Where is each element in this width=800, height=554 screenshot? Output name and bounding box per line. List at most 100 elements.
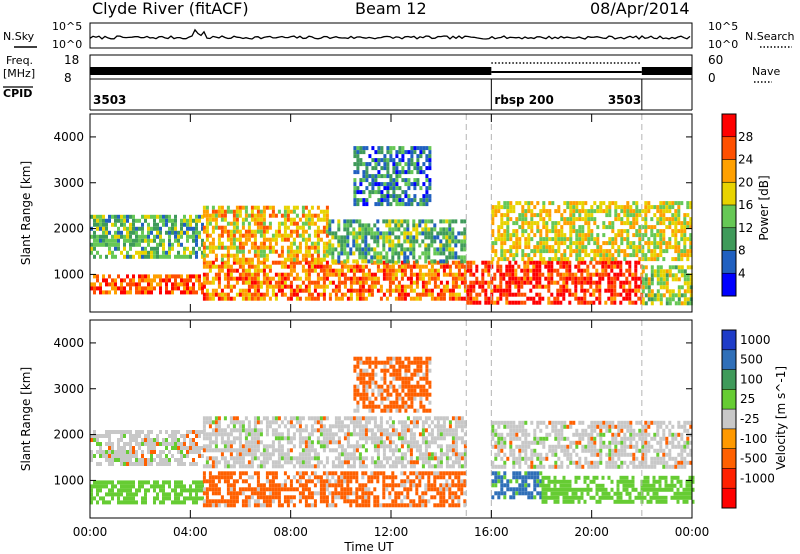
data-cell <box>286 436 290 441</box>
data-cell <box>205 260 209 265</box>
data-cell <box>307 249 311 254</box>
data-cell <box>592 288 596 293</box>
data-cell <box>580 280 584 285</box>
data-cell <box>153 480 156 485</box>
data-cell <box>626 217 630 222</box>
data-cell <box>430 219 434 224</box>
data-cell <box>524 217 528 222</box>
data-cell <box>644 253 648 258</box>
data-cell <box>557 221 561 226</box>
data-cell <box>238 487 242 492</box>
data-cell <box>563 241 567 246</box>
data-cell <box>436 292 440 297</box>
data-cell <box>271 245 275 250</box>
data-cell <box>126 290 129 295</box>
data-cell <box>220 456 224 461</box>
data-cell <box>292 205 296 210</box>
data-cell <box>406 227 410 232</box>
data-cell <box>340 464 344 469</box>
data-cell <box>425 146 429 151</box>
data-cell <box>442 416 446 421</box>
data-cell <box>406 239 410 244</box>
data-cell <box>686 289 690 294</box>
data-cell <box>496 300 500 305</box>
data-cell <box>517 300 521 305</box>
data-cell <box>391 499 395 504</box>
data-cell <box>174 238 177 243</box>
data-cell <box>602 241 606 246</box>
data-cell <box>198 246 201 251</box>
data-cell <box>192 246 195 251</box>
data-cell <box>397 251 401 256</box>
data-cell <box>111 480 114 485</box>
data-cell <box>96 480 99 485</box>
data-cell <box>319 440 323 445</box>
data-cell <box>132 484 135 489</box>
data-cell <box>156 242 159 247</box>
data-cell <box>365 166 369 171</box>
data-cell <box>205 495 209 500</box>
data-cell <box>265 452 269 457</box>
data-cell <box>607 280 611 285</box>
data-cell <box>223 225 227 230</box>
data-cell <box>250 440 254 445</box>
data-cell <box>205 253 209 258</box>
data-cell <box>650 293 654 298</box>
data-cell <box>671 245 675 250</box>
data-cell <box>135 242 138 247</box>
data-cell <box>141 254 144 259</box>
data-cell <box>244 479 248 484</box>
data-cell <box>355 219 359 224</box>
data-cell <box>334 292 338 297</box>
data-cell <box>162 254 165 259</box>
data-cell <box>256 280 260 285</box>
data-cell <box>674 265 678 270</box>
data-cell <box>238 456 242 461</box>
data-cell <box>644 205 648 210</box>
data-cell <box>132 214 135 219</box>
data-cell <box>135 458 138 462</box>
data-cell <box>232 491 236 496</box>
data-cell <box>574 276 578 281</box>
data-cell <box>493 284 497 289</box>
data-cell <box>635 249 639 254</box>
data-cell <box>340 460 344 465</box>
data-cell <box>428 158 432 163</box>
data-cell <box>502 276 506 281</box>
data-cell <box>361 292 365 297</box>
data-cell <box>677 293 681 298</box>
data-cell <box>256 483 260 488</box>
data-cell <box>214 217 218 222</box>
data-cell <box>93 218 96 223</box>
data-cell <box>114 290 117 295</box>
data-cell <box>208 213 212 218</box>
data-cell <box>316 464 320 469</box>
data-cell <box>412 479 416 484</box>
data-cell <box>388 292 392 297</box>
data-cell <box>277 260 281 265</box>
data-cell <box>631 300 635 305</box>
data-cell <box>587 217 591 222</box>
data-cell <box>574 288 578 293</box>
data-cell <box>247 428 251 433</box>
data-cell <box>409 448 413 453</box>
data-cell <box>256 475 260 480</box>
data-cell <box>192 218 195 223</box>
data-cell <box>532 276 536 281</box>
data-cell <box>683 229 687 234</box>
data-cell <box>147 222 150 227</box>
data-cell <box>298 416 302 421</box>
data-cell <box>286 448 290 453</box>
data-cell <box>334 479 338 484</box>
data-cell <box>386 194 390 199</box>
data-cell <box>208 436 212 441</box>
data-cell <box>232 428 236 433</box>
data-cell <box>138 242 141 247</box>
data-cell <box>220 432 224 437</box>
data-cell <box>90 434 93 438</box>
data-cell <box>530 249 534 254</box>
data-cell <box>424 428 428 433</box>
data-cell <box>226 448 230 453</box>
data-cell <box>120 500 123 505</box>
data-cell <box>394 288 398 293</box>
